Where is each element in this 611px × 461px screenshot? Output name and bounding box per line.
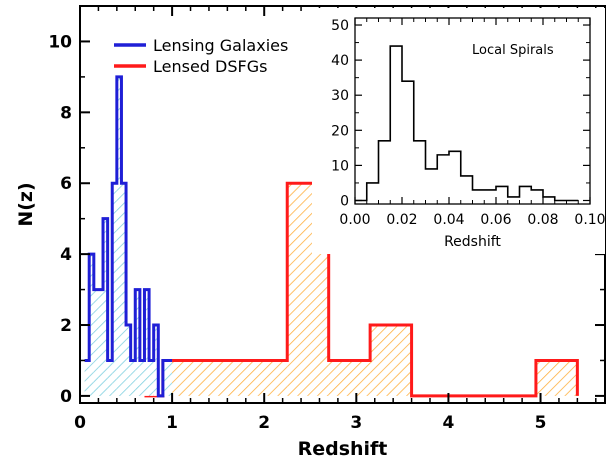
lensing-galaxies-bin [98,289,104,396]
inset-x-axis-label: Redshift [444,234,501,250]
lensing-galaxies-bin [126,325,131,396]
inset-background [312,8,605,254]
lensed-dsfgs-bin [328,360,371,396]
lensing-galaxies-bin [107,360,113,396]
lensing-galaxies-bin [130,360,136,396]
lensing-galaxies-bin [153,325,159,396]
y-axis-label: N(z) [15,182,37,226]
inset-x-tick-label: 0.02 [386,212,417,228]
lensing-galaxies-bin [112,183,117,396]
inset-annotation: Local Spirals [472,43,554,58]
x-tick-label: 5 [535,413,547,433]
lensing-galaxies-bin [121,183,127,396]
lensing-galaxies-bin [103,218,108,396]
lensing-galaxies-bin [116,76,122,396]
y-tick-label: 0 [60,387,72,407]
lensing-galaxies-bin [89,254,94,396]
lensed-dsfgs-bin [370,325,412,396]
lensing-galaxies-bin [139,360,145,396]
lensing-galaxies-bin [84,360,90,396]
lensing-galaxies-bin [144,289,150,396]
local-spirals-outline [355,45,579,202]
lensing-galaxies-outline [84,75,173,398]
x-tick-label: 3 [350,413,362,433]
inset-y-tick-label: 50 [331,18,349,34]
inset-x-tick-label: 0.10 [574,212,605,228]
inset-y-tick-label: 20 [331,123,349,139]
inset-x-tick-label: 0.08 [527,212,558,228]
y-tick-label: 10 [48,32,72,52]
y-tick-label: 8 [60,103,72,123]
x-tick-label: 2 [258,413,270,433]
y-tick-label: 2 [60,316,72,336]
x-tick-label: 0 [74,413,86,433]
inset-y-tick-label: 40 [331,53,349,69]
lensing-galaxies-bin [162,360,168,396]
x-axis-label: Redshift [298,438,388,460]
y-tick-label: 6 [60,174,72,194]
inset-y-tick-label: 0 [340,193,349,209]
x-tick-label: 1 [166,413,178,433]
lensing-galaxies-bin [93,289,99,396]
inset-y-tick-label: 30 [331,88,349,104]
legend-label: Lensed DSFGs [153,57,267,76]
lensing-galaxies-bin [135,289,140,396]
lensing-galaxies-bin [149,360,154,396]
legend-label: Lensing Galaxies [153,36,288,55]
inset-y-tick-label: 10 [331,158,349,174]
lensing-galaxies-bin [167,360,173,396]
lensed-dsfgs-bin [162,360,288,396]
inset-x-tick-label: 0.06 [480,212,511,228]
y-tick-label: 4 [60,245,72,265]
inset-x-tick-label: 0.00 [339,212,370,228]
inset-x-tick-label: 0.04 [433,212,464,228]
lensed-dsfgs-bin [535,360,578,396]
lensed-dsfgs-outline [144,181,579,398]
inset-plot: 0.00 0.02 0.04 0.06 0.08 0.10 0 10 20 30 40 50 Redsh… [312,8,606,254]
x-tick-label: 4 [442,413,454,433]
